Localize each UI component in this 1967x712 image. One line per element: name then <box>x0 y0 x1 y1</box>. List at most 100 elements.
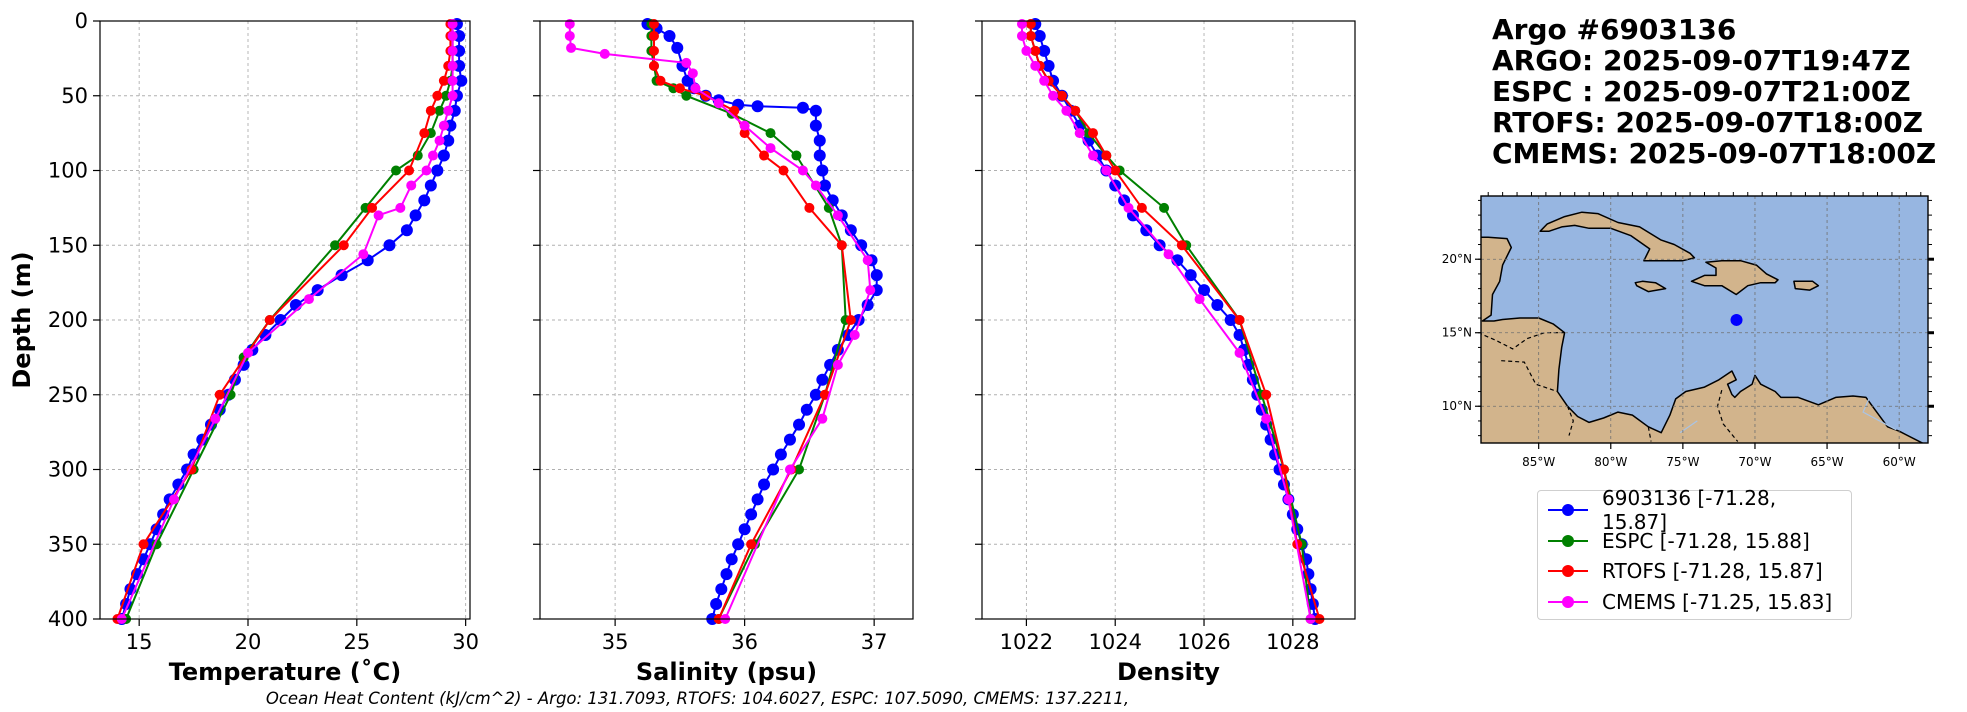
temperature-point-rtofs <box>138 539 149 550</box>
salinity-point-6903136 <box>796 101 809 114</box>
temperature-point-6903136 <box>335 269 348 282</box>
density-point-rtofs <box>1088 128 1099 139</box>
salinity-point-6903136 <box>720 568 733 581</box>
salinity-point-6903136 <box>738 523 751 536</box>
temperature-point-rtofs <box>214 389 225 400</box>
salinity-point-cmems <box>765 143 776 154</box>
density-point-cmems <box>1283 494 1294 505</box>
venezuela-border <box>1862 398 1897 431</box>
colombia-border <box>1716 389 1739 442</box>
temperature-point-6903136 <box>274 314 287 326</box>
legend-label-espc: ESPC [-71.28, 15.88] <box>1602 528 1810 553</box>
salinity-point-6903136 <box>783 433 796 446</box>
salinity-point-6903136 <box>663 29 676 42</box>
salinity-point-6903136 <box>774 448 787 461</box>
salinity-panel: 35 36 37 Salinity (psu) <box>533 17 914 686</box>
float-position-marker <box>1730 313 1743 326</box>
temperature-point-6903136 <box>400 224 413 237</box>
density-point-espc <box>1159 202 1170 213</box>
temperature-point-rtofs <box>419 128 430 139</box>
salinity-point-6903136 <box>816 373 829 386</box>
salinity-axis-label: Salinity (psu) <box>636 658 817 686</box>
salinity-point-6903136 <box>844 224 857 237</box>
x-tick-label: 35 <box>602 630 629 654</box>
y-tick-label: 350 <box>48 532 88 556</box>
map-lat-label: 15°N <box>1442 326 1472 340</box>
legend-swatch-cmems <box>1546 595 1590 609</box>
y-tick-label: 300 <box>48 458 88 482</box>
map-lon-label: 85°W <box>1522 455 1555 469</box>
density-point-cmems <box>1261 413 1272 424</box>
salinity-point-rtofs <box>845 315 856 325</box>
density-point-cmems <box>1194 294 1205 305</box>
salinity-point-cmems <box>784 464 795 475</box>
salinity-point-rtofs <box>648 60 659 71</box>
cmems-time: CMEMS: 2025-09-07T18:00Z <box>1492 137 1937 170</box>
salinity-point-cmems <box>865 285 876 296</box>
x-tick-label: 25 <box>343 630 370 654</box>
salinity-point-cmems <box>713 98 724 109</box>
salinity-point-rtofs <box>804 202 815 213</box>
salinity-point-cmems <box>810 180 821 191</box>
temperature-point-6903136 <box>409 209 422 222</box>
temperature-point-6903136 <box>383 239 396 252</box>
temperature-point-cmems <box>443 105 454 116</box>
jamaica-coast <box>1634 280 1667 293</box>
y-tick-label: 100 <box>48 159 88 183</box>
x-tick-label: 20 <box>235 630 262 654</box>
salinity-point-cmems <box>690 83 701 94</box>
density-point-cmems <box>1016 30 1027 41</box>
temperature-point-cmems <box>447 90 458 101</box>
density-point-rtofs <box>1101 150 1112 161</box>
salinity-point-cmems <box>566 42 577 53</box>
salinity-point-espc <box>791 150 802 161</box>
temperature-point-cmems <box>428 150 438 161</box>
map-frame <box>1480 195 1929 444</box>
map-lon-label: 70°W <box>1738 455 1771 469</box>
temperature-point-6903136 <box>289 299 302 312</box>
salinity-point-6903136 <box>816 164 829 177</box>
map-lon-label: 75°W <box>1666 455 1699 469</box>
density-panel: 1022 1024 1026 1028 Density <box>975 17 1356 686</box>
temperature-point-rtofs <box>367 202 378 213</box>
legend-label-argo: 6903136 [-71.28, 15.87] <box>1602 486 1777 535</box>
salinity-point-6903136 <box>809 388 822 401</box>
density-point-cmems <box>1234 347 1245 358</box>
temperature-point-6903136 <box>418 194 431 207</box>
density-point-cmems <box>1061 105 1072 116</box>
density-point-cmems <box>1021 45 1032 56</box>
salinity-point-6903136 <box>818 179 831 192</box>
density-point-6903136 <box>1211 299 1224 312</box>
density-point-6903136 <box>1038 44 1051 57</box>
depth-axis-label: Depth (m) <box>8 251 36 388</box>
title-block: Argo #6903136 ARGO: 2025-09-07T19:47Z ES… <box>1492 14 1936 169</box>
ohc-caption: Ocean Heat Content (kJ/cm^2) - Argo: 131… <box>265 689 1130 708</box>
temperature-series-6903136 <box>120 23 463 620</box>
temperature-point-cmems <box>373 210 384 221</box>
density-point-cmems <box>1088 150 1099 161</box>
salinity-point-cmems <box>797 165 808 176</box>
legend-item-espc: ESPC [-71.28, 15.88] <box>1546 526 1843 557</box>
hispaniola-coast <box>1690 259 1779 296</box>
density-point-rtofs <box>1070 105 1081 116</box>
salinity-series-cmems <box>568 24 872 620</box>
density-point-cmems <box>1030 60 1041 71</box>
x-tick-label: 1022 <box>1000 630 1053 654</box>
salinity-point-cmems <box>849 329 860 340</box>
temperature-point-rtofs <box>438 75 449 86</box>
temperature-point-cmems <box>447 60 458 71</box>
density-point-rtofs <box>1261 389 1272 400</box>
salinity-point-cmems <box>832 359 843 370</box>
temperature-series-espc <box>125 24 454 620</box>
temperature-point-cmems <box>395 202 406 213</box>
salinity-point-cmems <box>564 30 575 41</box>
map-land <box>1481 211 1924 443</box>
salinity-point-6903136 <box>809 104 822 117</box>
legend-swatch-espc <box>1546 534 1590 548</box>
density-point-rtofs <box>1136 202 1147 213</box>
salinity-point-6903136 <box>725 553 738 566</box>
temperature-point-cmems <box>434 135 445 146</box>
mainland-coast <box>1481 236 1924 443</box>
density-point-rtofs <box>1056 90 1067 101</box>
x-tick-label: 15 <box>126 630 153 654</box>
